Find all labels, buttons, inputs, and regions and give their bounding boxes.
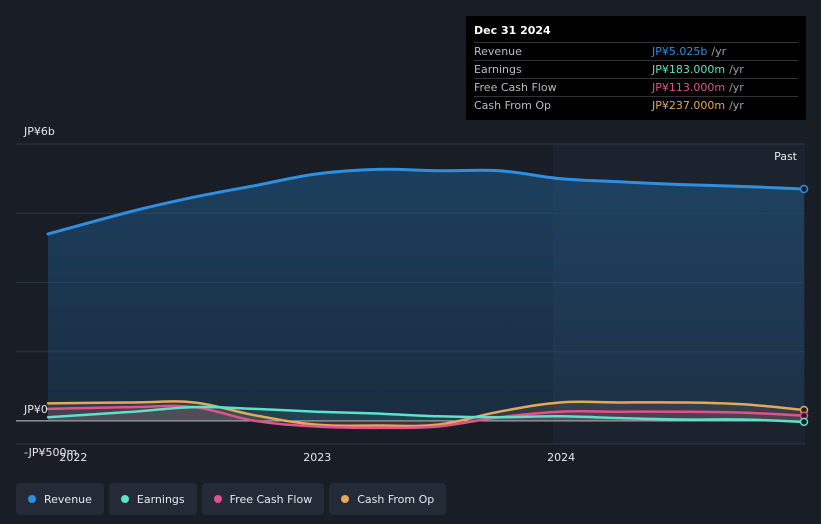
tooltip-row: Earnings JP¥183.000m/yr xyxy=(474,60,798,78)
series-endpoints xyxy=(799,184,809,427)
tooltip-row-value: JP¥183.000m xyxy=(652,63,726,76)
legend-item-free-cash-flow[interactable]: Free Cash Flow xyxy=(201,483,325,515)
legend-dot-icon xyxy=(341,495,350,503)
legend-item-cash-from-op[interactable]: Cash From Op xyxy=(329,483,447,515)
series-area-revenue xyxy=(48,169,804,421)
tooltip-row-unit: /yr xyxy=(729,63,744,76)
legend-item-earnings[interactable]: Earnings xyxy=(108,483,197,515)
tooltip-row-label: Revenue xyxy=(474,45,522,58)
tooltip: Dec 31 2024 Revenue JP¥5.025b/yr Earnings J… xyxy=(466,16,806,120)
x-tick-label: 2022 xyxy=(59,451,87,464)
series-areas xyxy=(48,169,804,428)
legend-dot-icon xyxy=(213,495,222,503)
x-tick-label: 2024 xyxy=(547,451,575,464)
legend-dot-icon xyxy=(28,495,36,503)
tooltip-row-label: Cash From Op xyxy=(474,99,552,112)
past-label: Past xyxy=(774,150,798,163)
series-endpoint-earnings xyxy=(799,417,809,427)
series-line-earnings xyxy=(46,405,806,424)
x-tick-label: 2023 xyxy=(303,451,331,464)
series-line-cash-from-op xyxy=(46,400,806,428)
y-tick-label: JP¥6b xyxy=(23,125,55,138)
tooltip-row-unit: /yr xyxy=(729,81,744,94)
tooltip-date: Dec 31 2024 xyxy=(474,24,551,37)
legend-label: Earnings xyxy=(136,492,185,506)
y-axis: JP¥6b JP¥0 -JP¥500m xyxy=(23,125,77,459)
legend-label: Revenue xyxy=(44,492,92,506)
tooltip-row-label: Earnings xyxy=(474,63,522,76)
tooltip-row: Revenue JP¥5.025b/yr xyxy=(474,42,798,60)
tooltip-row: Cash From Op JP¥237.000m/yr xyxy=(474,96,798,114)
series-area-cash-from-op xyxy=(48,401,804,427)
tooltip-row-value: JP¥237.000m xyxy=(652,99,726,112)
tooltip-row-label: Free Cash Flow xyxy=(474,81,557,94)
tooltip-row-unit: /yr xyxy=(729,99,744,112)
y-tick-label: JP¥0 xyxy=(23,403,48,416)
series-lines xyxy=(46,167,806,430)
legend-dot-icon xyxy=(120,495,129,503)
series-endpoint-revenue xyxy=(799,184,809,194)
tooltip-row: Free Cash Flow JP¥113.000m/yr xyxy=(474,78,798,96)
y-tick-label: -JP¥500m xyxy=(24,446,77,459)
tooltip-row-value: JP¥5.025b xyxy=(652,45,708,58)
tooltip-row-unit: /yr xyxy=(711,45,727,58)
legend: Revenue Earnings Free Cash Flow Cash From O… xyxy=(16,483,447,515)
series-line-revenue xyxy=(46,167,806,236)
legend-label: Cash From Op xyxy=(357,492,435,506)
x-axis: 2022 2023 2024 xyxy=(59,451,575,464)
legend-label: Free Cash Flow xyxy=(229,492,313,506)
legend-item-revenue[interactable]: Revenue xyxy=(16,483,104,515)
tooltip-rows: Revenue JP¥5.025b/yr Earnings JP¥183.000m/y… xyxy=(474,42,798,114)
tooltip-row-value: JP¥113.000m xyxy=(652,81,726,94)
